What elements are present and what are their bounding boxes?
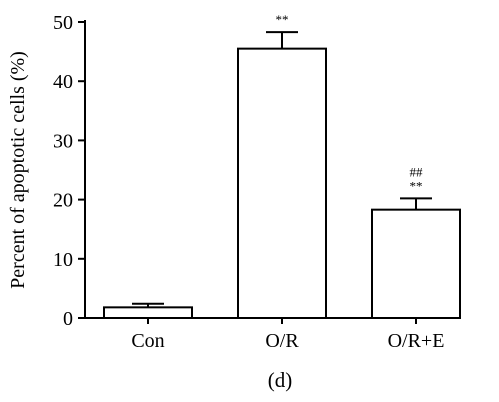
y-tick-label: 30 bbox=[53, 130, 73, 152]
y-tick-label: 20 bbox=[53, 190, 73, 212]
x-tick-labels: Con O/R O/R+E bbox=[131, 330, 444, 352]
error-bars bbox=[132, 31, 432, 308]
significance-mark: ## bbox=[410, 164, 424, 179]
x-tick-label: O/R bbox=[265, 330, 299, 352]
y-tick-label: 50 bbox=[53, 12, 73, 34]
significance-annotations: **##** bbox=[276, 12, 424, 193]
significance-mark: ** bbox=[276, 12, 289, 27]
bars bbox=[103, 47, 461, 319]
bar-o-r bbox=[237, 47, 327, 319]
significance-mark: ** bbox=[410, 178, 423, 193]
bar-con bbox=[103, 306, 193, 319]
y-tick-label: 10 bbox=[53, 249, 73, 271]
y-tick-label: 40 bbox=[53, 71, 73, 93]
y-tick-label: 0 bbox=[63, 308, 73, 330]
bar-o-r-e bbox=[371, 208, 461, 319]
panel-label: (d) bbox=[268, 368, 293, 392]
x-tick-label: Con bbox=[131, 330, 164, 352]
x-tick-label: O/R+E bbox=[388, 330, 445, 352]
y-axis-title: Percent of apoptotic cells (%) bbox=[7, 51, 29, 289]
